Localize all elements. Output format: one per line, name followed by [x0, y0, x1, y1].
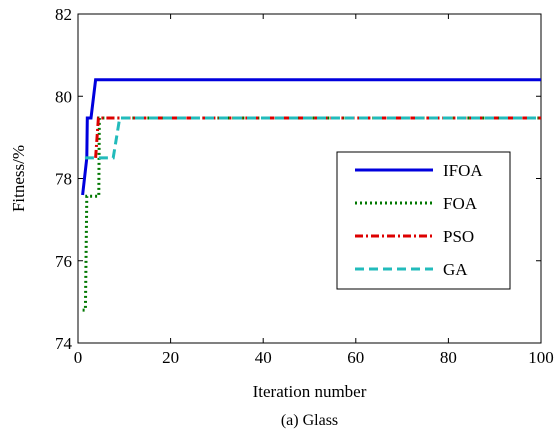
x-tick-label: 60 [347, 348, 364, 367]
plot-axes: 0 20 40 60 80 100 74 76 78 80 82 [55, 5, 554, 367]
legend-label-pso: PSO [443, 227, 474, 246]
legend-label-ifoa: IFOA [443, 161, 483, 180]
series-lines [81, 78, 541, 312]
legend-box [336, 151, 511, 290]
y-tick-label: 80 [55, 87, 72, 106]
y-tick-label: 78 [55, 170, 72, 189]
x-tick-label: 0 [74, 348, 83, 367]
x-tick-label: 40 [255, 348, 272, 367]
legend: IFOA FOA PSO GA [336, 151, 511, 290]
x-tick-label: 80 [440, 348, 457, 367]
legend-label-ga: GA [443, 260, 468, 279]
y-axis-label: Fitness/% [9, 145, 28, 212]
legend-label-foa: FOA [443, 194, 478, 213]
x-axis-label: Iteration number [253, 382, 367, 401]
x-tick-label: 100 [528, 348, 554, 367]
y-tick-label: 82 [55, 5, 72, 24]
figure-caption: (a) Glass [281, 412, 338, 429]
x-tick-label: 20 [162, 348, 179, 367]
series-line-ga [84, 116, 541, 160]
y-tick-label: 74 [55, 334, 73, 353]
y-tick-label: 76 [55, 252, 72, 271]
